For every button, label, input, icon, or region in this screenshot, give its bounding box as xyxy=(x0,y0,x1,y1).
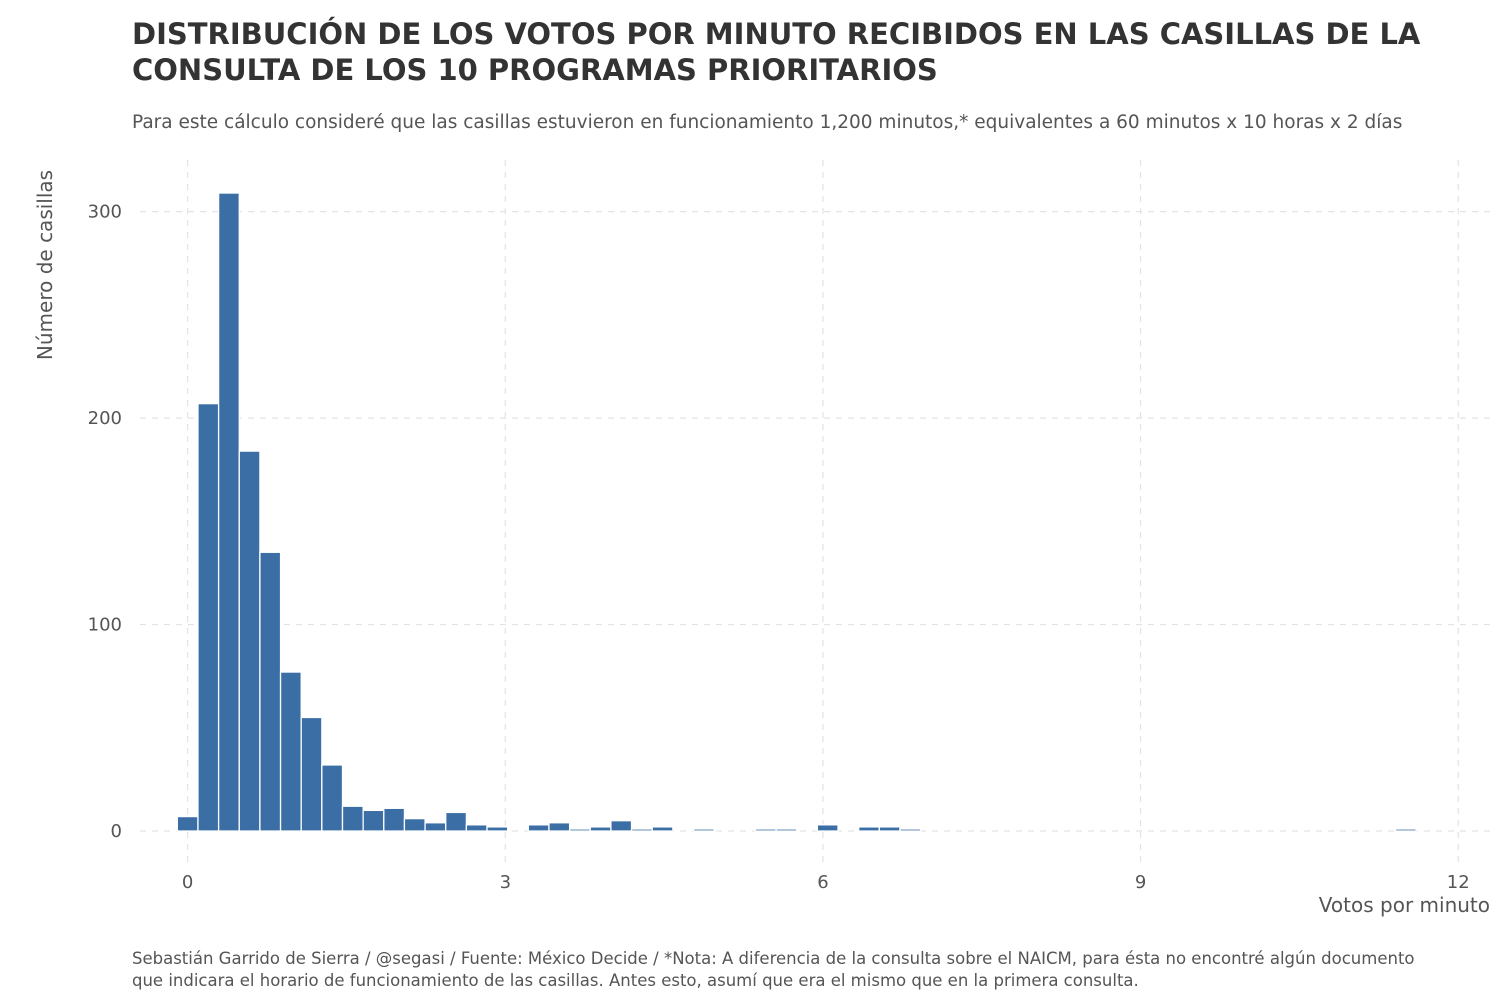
histogram-bar xyxy=(754,828,777,832)
x-tick-label: 9 xyxy=(1135,872,1146,893)
histogram-bar xyxy=(300,716,323,832)
histogram-bar xyxy=(816,824,839,832)
y-tick-label: 100 xyxy=(88,615,122,636)
histogram-bar xyxy=(341,805,364,832)
histogram-bar xyxy=(486,826,509,832)
histogram-bar xyxy=(692,828,715,832)
histogram-bar xyxy=(362,809,385,832)
chart-caption: Sebastián Garrido de Sierra / @segasi / … xyxy=(132,949,1415,990)
histogram-bar xyxy=(630,828,653,832)
histogram-bar xyxy=(259,551,282,832)
histogram-bar xyxy=(217,192,240,832)
histogram-bar xyxy=(197,402,220,832)
histogram-bar xyxy=(1394,828,1417,832)
x-tick-label: 3 xyxy=(500,872,511,893)
histogram-bar xyxy=(899,828,922,832)
x-tick-label: 0 xyxy=(182,872,193,893)
bars xyxy=(176,192,1417,832)
x-axis-label: Votos por minuto xyxy=(1319,893,1490,917)
y-axis-label: Número de casillas xyxy=(33,170,57,360)
histogram-bar xyxy=(238,450,261,832)
histogram-bar xyxy=(858,826,880,832)
histogram-bar xyxy=(527,824,550,832)
histogram-bar xyxy=(445,811,468,832)
y-tick-label: 300 xyxy=(88,202,122,223)
grid xyxy=(140,160,1490,862)
histogram-bar xyxy=(321,764,344,832)
histogram-bar xyxy=(610,820,633,832)
histogram-bar xyxy=(176,815,199,832)
x-tick-label: 12 xyxy=(1447,872,1470,893)
histogram-bar xyxy=(589,826,612,832)
histogram-bar xyxy=(279,671,302,832)
y-tick-label: 200 xyxy=(88,408,122,429)
histogram-bar xyxy=(465,824,488,832)
histogram-bar xyxy=(775,828,798,832)
histogram-bar xyxy=(403,817,426,832)
histogram-bar xyxy=(383,807,406,832)
histogram-bar xyxy=(878,826,901,832)
chart-subtitle: Para este cálculo consideré que las casi… xyxy=(132,112,1403,133)
histogram-bar xyxy=(568,828,591,832)
histogram-bar xyxy=(548,822,571,832)
histogram-bar xyxy=(424,822,447,832)
tick-labels: 0 3 6 9 12 0 100 200 300 xyxy=(88,202,1470,893)
x-tick-label: 6 xyxy=(817,872,828,893)
chart-title: DISTRIBUCIÓN DE LOS VOTOS POR MINUTO REC… xyxy=(132,17,1421,87)
y-tick-label: 0 xyxy=(111,821,122,842)
histogram-bar xyxy=(651,826,674,832)
